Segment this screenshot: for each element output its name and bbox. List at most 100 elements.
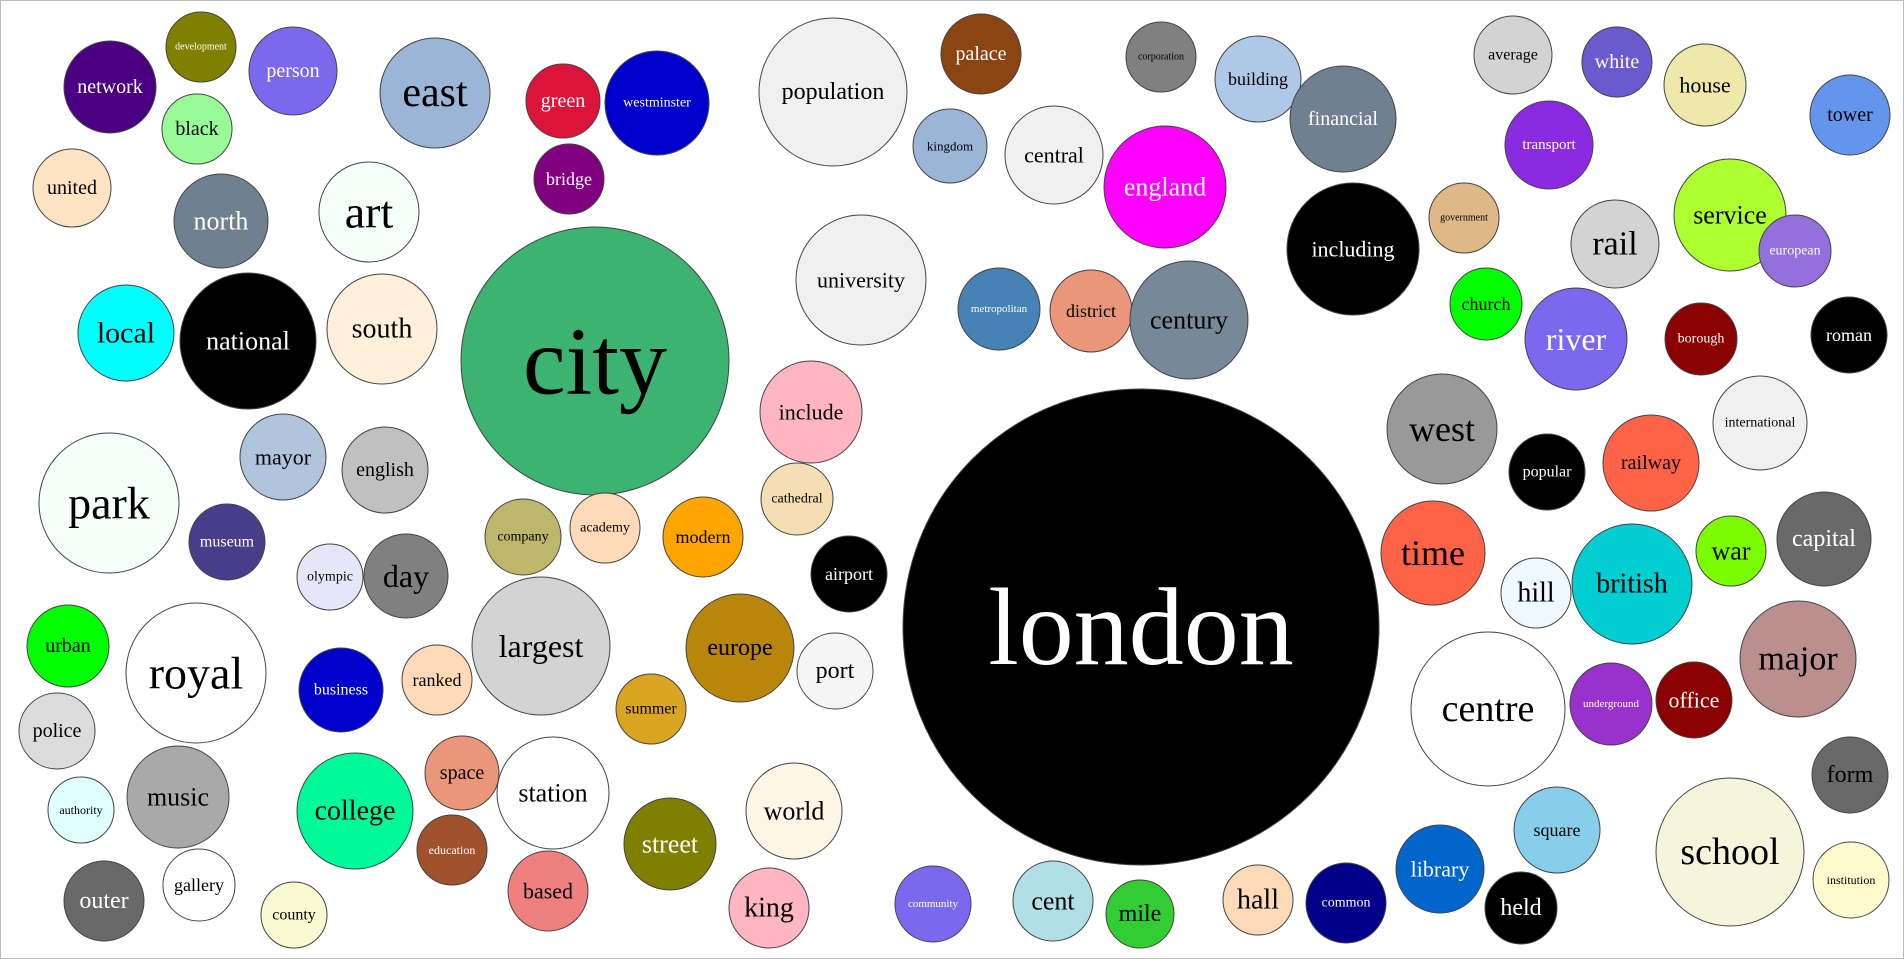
bubble-circle-outer [63, 860, 145, 942]
bubble-office: office [1655, 661, 1733, 739]
bubble-circle-railway [1602, 414, 1700, 512]
bubble-popular: popular [1508, 433, 1586, 511]
bubble-average: average [1473, 15, 1553, 95]
bubble-circle-service [1673, 158, 1787, 272]
bubble-central: central [1004, 105, 1104, 205]
bubble-palace: palace [940, 13, 1022, 95]
bubble-label-cent: cent [1031, 887, 1075, 916]
bubble-west: west [1386, 373, 1498, 485]
bubble-circle-museum [188, 503, 266, 581]
bubble-kingdom: kingdom [912, 108, 988, 184]
bubble-white: white [1581, 26, 1653, 98]
bubble-label-common: common [1322, 896, 1371, 911]
bubble-circle-centre [1410, 631, 1566, 787]
bubble-outer: outer [63, 860, 145, 942]
bubble-label-palace: palace [955, 43, 1006, 65]
bubble-label-station: station [518, 779, 587, 808]
bubble-label-south: south [352, 314, 413, 345]
bubble-label-west: west [1409, 409, 1475, 449]
bubble-label-form: form [1827, 762, 1874, 788]
bubble-circle-westminster [604, 50, 710, 156]
bubble-rail: rail [1570, 199, 1660, 289]
bubble-circle-river [1524, 287, 1628, 391]
bubble-circle-kingdom [912, 108, 988, 184]
bubble-united: united [32, 148, 112, 228]
bubble-label-network: network [77, 76, 143, 98]
bubble-label-cathedral: cathedral [771, 492, 822, 507]
bubble-europe: europe [685, 593, 795, 703]
bubble-church: church [1449, 267, 1523, 341]
bubble-label-borough: borough [1678, 332, 1725, 347]
bubble-academy: academy [569, 492, 641, 564]
bubble-time: time [1380, 500, 1486, 606]
bubble-label-river: river [1546, 321, 1607, 357]
bubble-label-business: business [314, 682, 368, 699]
bubble-label-north: north [194, 207, 249, 236]
bubble-cathedral: cathedral [760, 462, 834, 536]
bubble-label-king: king [744, 893, 794, 924]
bubble-circle-summer [615, 673, 687, 745]
bubble-borough: borough [1664, 302, 1738, 376]
bubble-label-authority: authority [59, 803, 102, 817]
bubble-label-roman: roman [1826, 325, 1872, 345]
bubble-label-central: central [1024, 143, 1084, 168]
bubble-circle-popular [1508, 433, 1586, 511]
bubble-label-europe: europe [707, 635, 772, 661]
bubble-art: art [318, 161, 420, 263]
bubble-circle-olympic [296, 543, 364, 611]
bubble-label-capital: capital [1792, 526, 1856, 552]
bubble-label-white: white [1595, 51, 1640, 73]
bubble-label-corporation: corporation [1138, 52, 1184, 63]
bubble-park: park [38, 432, 180, 574]
bubble-tower: tower [1809, 74, 1891, 156]
bubble-circle-mayor [239, 413, 327, 501]
bubble-circle-average [1473, 15, 1553, 95]
bubble-circle-cathedral [760, 462, 834, 536]
bubble-service: service [1673, 158, 1787, 272]
bubble-circle-based [507, 850, 589, 932]
bubble-label-hall: hall [1237, 885, 1279, 916]
bubble-circle-hall [1222, 864, 1294, 936]
bubble-metropolitan: metropolitan [957, 267, 1041, 351]
bubble-railway: railway [1602, 414, 1700, 512]
bubble-label-gallery: gallery [174, 875, 224, 895]
bubble-circle-include [759, 360, 863, 464]
bubble-circle-police [18, 692, 96, 770]
bubble-century: century [1129, 260, 1249, 380]
bubble-war: war [1695, 515, 1767, 587]
bubble-label-community: community [908, 898, 959, 910]
bubble-label-popular: popular [1523, 464, 1573, 481]
bubble-label-british: british [1596, 569, 1668, 600]
bubble-common: common [1305, 862, 1387, 944]
bubble-north: north [173, 173, 269, 269]
bubble-circle-underground [1569, 662, 1653, 746]
bubble-circle-population [758, 17, 908, 167]
bubble-circle-mile [1105, 879, 1175, 949]
bubble-circle-south [326, 273, 438, 385]
bubble-circle-largest [471, 576, 611, 716]
bubble-black: black [161, 93, 233, 165]
bubble-summer: summer [615, 673, 687, 745]
bubble-circle-authority [47, 776, 115, 844]
bubble-circle-school [1655, 777, 1805, 927]
bubble-circle-business [298, 647, 384, 733]
bubble-label-service: service [1693, 201, 1767, 230]
bubble-circle-royal [125, 602, 267, 744]
bubble-mile: mile [1105, 879, 1175, 949]
bubble-college: college [296, 752, 414, 870]
bubble-underground: underground [1569, 662, 1653, 746]
bubble-label-war: war [1712, 537, 1751, 566]
bubble-circle-king [728, 867, 810, 949]
bubble-circle-major [1739, 600, 1857, 718]
bubble-circle-company [484, 498, 562, 576]
bubble-label-hill: hill [1517, 578, 1555, 609]
bubble-international: international [1712, 375, 1808, 471]
bubble-label-company: company [497, 530, 548, 545]
bubble-modern: modern [662, 496, 744, 578]
bubble-circle-london [902, 388, 1380, 866]
bubble-south: south [326, 273, 438, 385]
bubble-label-largest: largest [499, 628, 584, 664]
bubble-major: major [1739, 600, 1857, 718]
bubble-label-church: church [1462, 294, 1511, 314]
bubble-education: education [416, 814, 488, 886]
